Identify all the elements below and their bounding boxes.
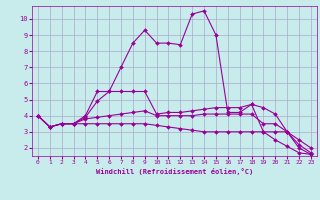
X-axis label: Windchill (Refroidissement éolien,°C): Windchill (Refroidissement éolien,°C) — [96, 168, 253, 175]
